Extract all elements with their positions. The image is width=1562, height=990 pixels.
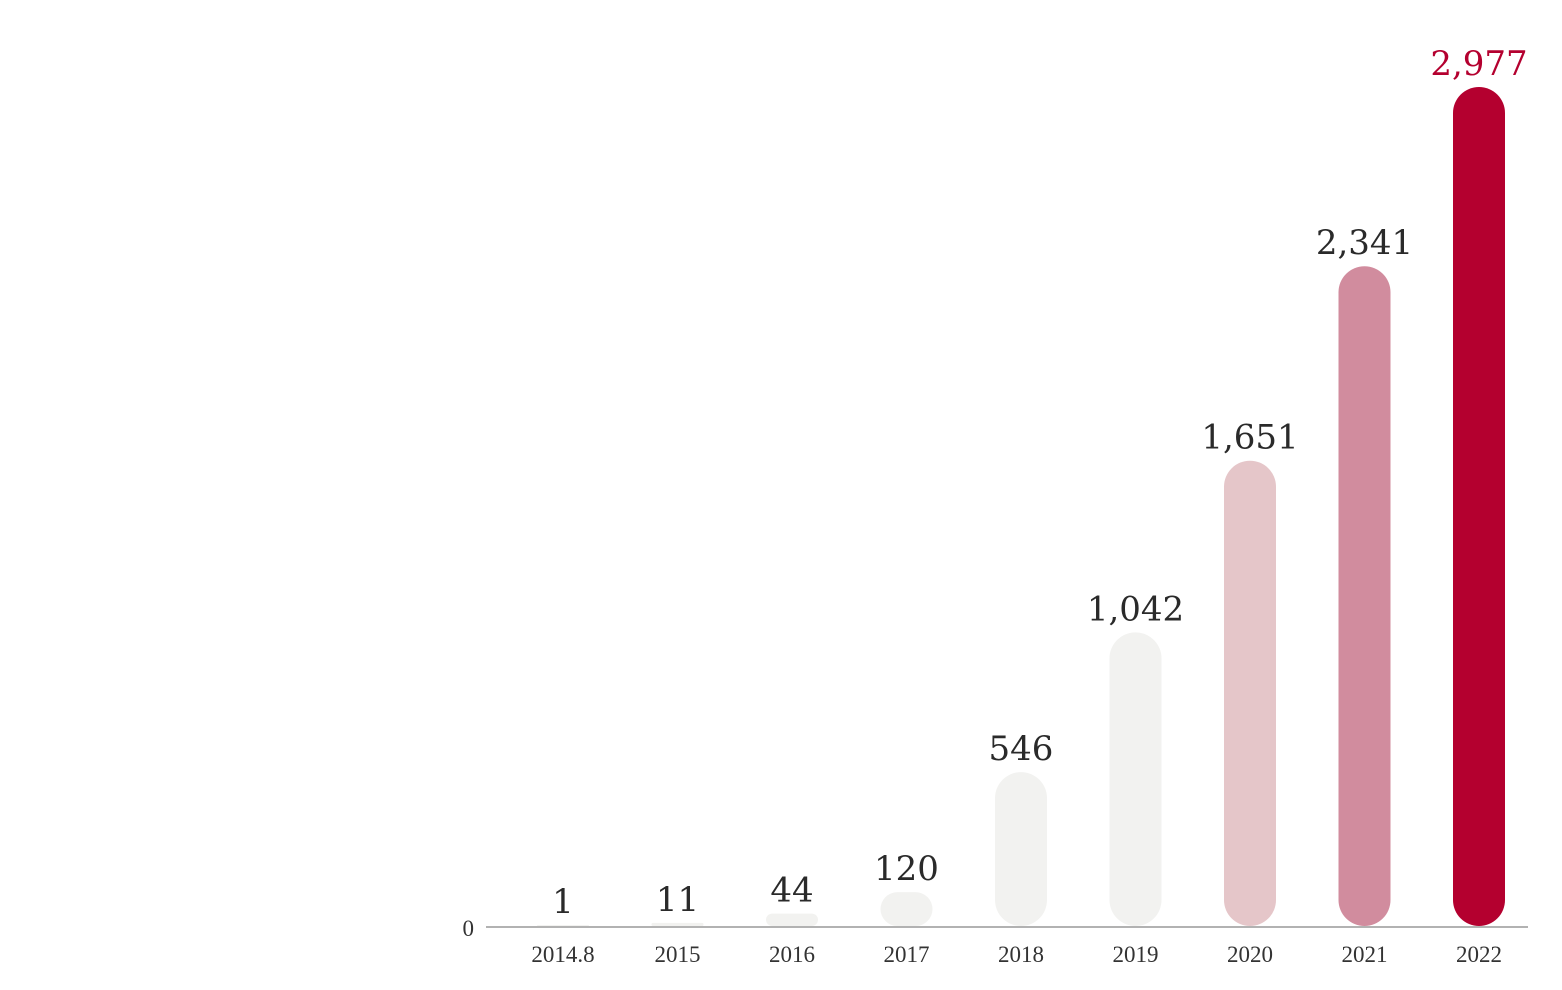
y-tick-label: 0 bbox=[463, 916, 475, 941]
bar-2015 bbox=[651, 922, 704, 926]
bar-2020 bbox=[1224, 460, 1276, 926]
value-label-2020: 1,651 bbox=[1201, 418, 1298, 458]
bar-2019 bbox=[1109, 632, 1162, 926]
value-label-2016: 44 bbox=[770, 871, 813, 911]
x-tick-label-2016: 2016 bbox=[769, 942, 815, 967]
bars-group bbox=[537, 87, 1505, 926]
value-label-2017: 120 bbox=[874, 849, 939, 889]
value-label-2019: 1,042 bbox=[1087, 589, 1184, 629]
x-tick-label-2020: 2020 bbox=[1227, 942, 1273, 967]
bar-2018 bbox=[995, 772, 1047, 926]
bar-2021 bbox=[1338, 266, 1391, 926]
x-tick-labels-group: 2014.8 2015 2016 2017 2018 2019 2020 2021 2022 bbox=[531, 942, 1502, 967]
value-label-2022: 2,977 bbox=[1430, 44, 1527, 84]
x-tick-label-2014.8: 2014.8 bbox=[531, 942, 594, 967]
bar-2017 bbox=[880, 892, 933, 926]
x-tick-label-2019: 2019 bbox=[1113, 942, 1159, 967]
value-label-2021: 2,341 bbox=[1316, 223, 1413, 263]
bar-2014.8 bbox=[537, 925, 589, 926]
value-label-2018: 546 bbox=[989, 729, 1054, 769]
x-tick-label-2017: 2017 bbox=[884, 942, 930, 967]
bar-2016 bbox=[766, 913, 818, 926]
x-tick-label-2018: 2018 bbox=[998, 942, 1044, 967]
value-label-2015: 11 bbox=[656, 880, 699, 920]
value-label-2014.8: 1 bbox=[552, 882, 574, 922]
x-tick-label-2022: 2022 bbox=[1456, 942, 1502, 967]
x-tick-label-2015: 2015 bbox=[655, 942, 701, 967]
x-tick-label-2021: 2021 bbox=[1342, 942, 1388, 967]
bar-2022 bbox=[1453, 87, 1505, 926]
